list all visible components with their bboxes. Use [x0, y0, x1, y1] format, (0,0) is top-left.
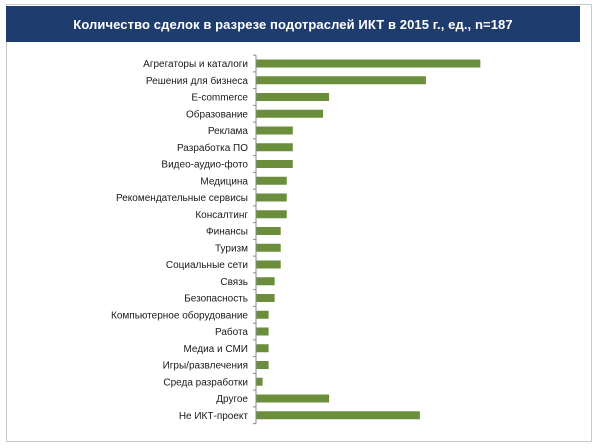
bar [256, 76, 426, 85]
category-label: Рекомендательные сервисы [116, 193, 248, 204]
category-label: Образование [186, 108, 248, 120]
category-label: Не ИКТ-проект [179, 411, 249, 422]
category-label: Финансы [206, 227, 248, 238]
bar [256, 277, 275, 286]
category-label: Игры/развлечения [163, 361, 248, 372]
bar [256, 210, 287, 219]
category-label: Среда разработки [163, 376, 248, 388]
bar [256, 310, 269, 319]
bar [256, 160, 293, 168]
bar [256, 59, 481, 68]
bar [256, 344, 269, 353]
bar [256, 243, 281, 252]
category-label: Видео-аудио-фото [161, 159, 248, 171]
bar [256, 176, 287, 185]
bar [256, 327, 269, 336]
category-label: Решения для бизнеса [146, 75, 249, 87]
bar [256, 143, 293, 152]
bar [256, 361, 269, 369]
bar [256, 126, 293, 135]
category-label: Консалтинг [195, 210, 248, 221]
bar [256, 109, 324, 118]
category-label: Социальные сети [166, 260, 248, 271]
bar [256, 93, 330, 101]
bar [256, 294, 275, 302]
bar [256, 394, 330, 403]
bar [256, 411, 420, 420]
category-label: Медицина [200, 176, 248, 187]
category-label: Компьютерное оборудование [111, 309, 248, 321]
bar [256, 260, 281, 269]
category-label: Медиа и СМИ [183, 344, 248, 355]
bar [256, 377, 263, 386]
category-label: Безопасность [184, 294, 248, 305]
category-label: Туризм [215, 243, 248, 254]
category-label: Реклама [208, 126, 249, 137]
category-label: Другое [216, 394, 248, 405]
chart-title-bar: Количество сделок в разрезе подотраслей … [6, 6, 580, 42]
bar [256, 227, 281, 235]
bar [256, 193, 287, 202]
chart-title: Количество сделок в разрезе подотраслей … [73, 16, 513, 32]
category-label: Связь [220, 277, 248, 288]
category-label: Работа [215, 326, 248, 338]
category-label: Агрегаторы и каталоги [143, 59, 248, 70]
category-label: Разработка ПО [177, 142, 248, 154]
category-label: E-commerce [191, 93, 248, 104]
